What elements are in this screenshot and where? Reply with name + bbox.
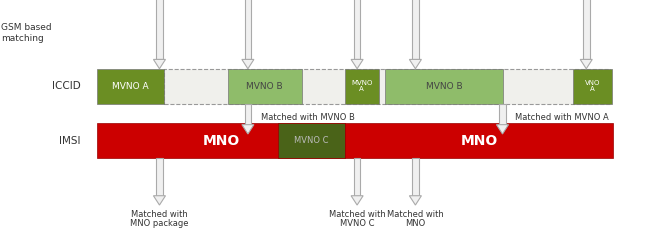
Text: Matched with MVNO A: Matched with MVNO A [515, 113, 609, 122]
Text: Matched with
MNO: Matched with MNO [387, 210, 444, 228]
Polygon shape [242, 125, 254, 134]
Text: VNO
A: VNO A [585, 80, 600, 93]
Text: MNO: MNO [202, 134, 240, 148]
Text: GSM based
matching: GSM based matching [1, 23, 52, 43]
Bar [97, 69, 164, 104]
Text: MNO: MNO [460, 134, 498, 148]
Bar [345, 123, 613, 158]
Bar [228, 69, 302, 104]
Text: Matched with
MVNO C: Matched with MVNO C [329, 210, 385, 228]
Text: Matched with MVNO B: Matched with MVNO B [261, 113, 354, 122]
Bar [164, 69, 610, 104]
Bar [354, 158, 360, 196]
Text: Matched with
MNO package: Matched with MNO package [130, 210, 189, 228]
Polygon shape [496, 125, 509, 134]
Bar [499, 104, 506, 125]
Bar [278, 123, 345, 158]
Bar [354, 0, 360, 59]
Bar [345, 69, 379, 104]
Polygon shape [242, 59, 254, 69]
Polygon shape [409, 59, 421, 69]
Polygon shape [351, 59, 363, 69]
Polygon shape [409, 196, 421, 205]
Bar [583, 0, 590, 59]
Polygon shape [153, 196, 165, 205]
Polygon shape [153, 59, 165, 69]
Text: MVNO C: MVNO C [294, 137, 329, 145]
Text: MVNO A: MVNO A [113, 82, 149, 91]
Bar [156, 0, 163, 59]
Polygon shape [351, 196, 363, 205]
Text: MVNO
A: MVNO A [351, 80, 373, 93]
Bar [412, 158, 419, 196]
Bar [573, 69, 612, 104]
Bar [156, 158, 163, 196]
Text: IMSI: IMSI [59, 136, 80, 146]
Bar [245, 104, 251, 125]
Bar [97, 123, 345, 158]
Text: ICCID: ICCID [52, 81, 80, 91]
Text: MVNO B: MVNO B [247, 82, 283, 91]
Bar [385, 69, 502, 104]
Bar [412, 0, 419, 59]
Polygon shape [580, 59, 592, 69]
Text: MVNO B: MVNO B [425, 82, 462, 91]
Bar [245, 0, 251, 59]
